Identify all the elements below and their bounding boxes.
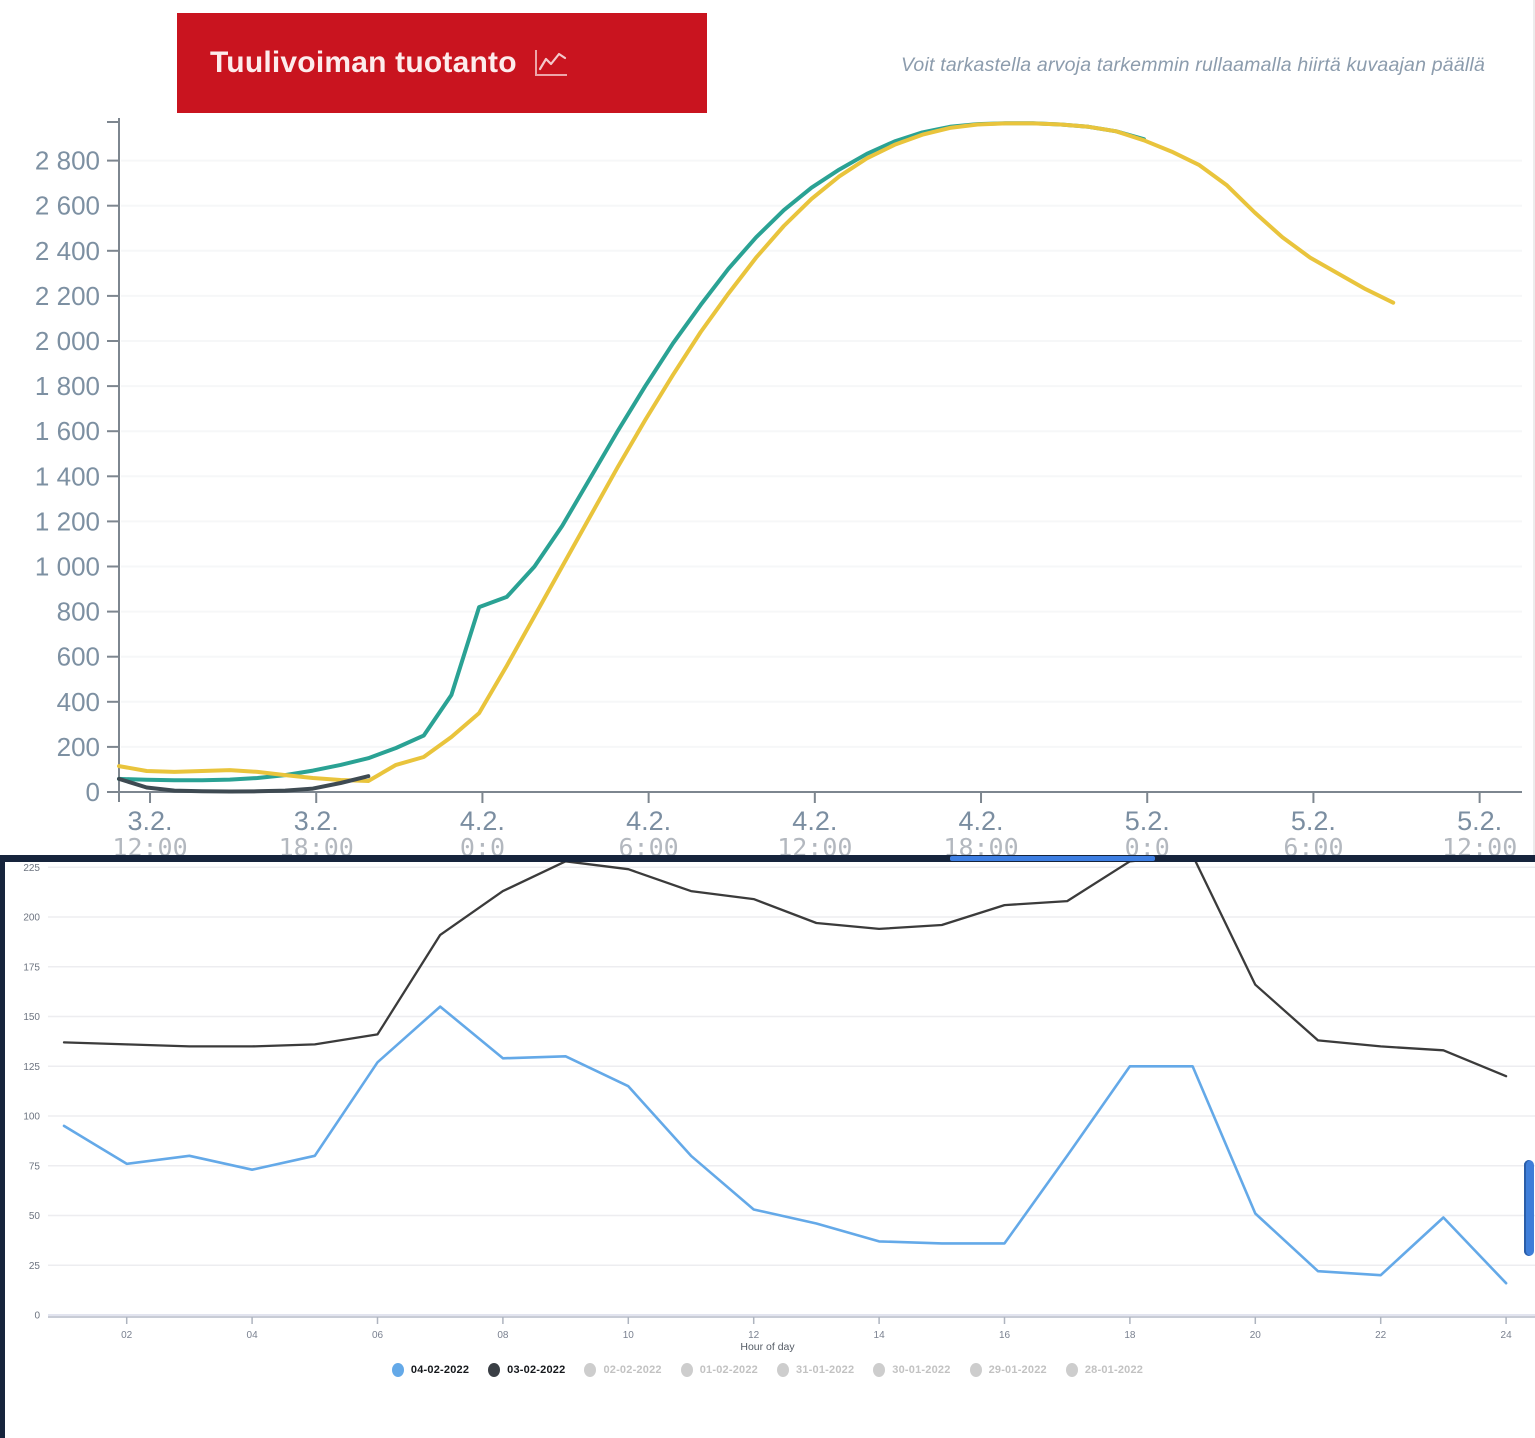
horizontal-scrollbar-thumb[interactable]	[950, 856, 1155, 861]
legend: 04-02-2022 03-02-2022 02-02-2022 01-02-2022…	[0, 1363, 1535, 1377]
wind-production-line-chart[interactable]: 0 200 400 600 800 1 000 1 200 1 400 1 600 1 800 2 …	[0, 0, 1535, 855]
legend-label: 02-02-2022	[603, 1364, 662, 1376]
x-tick-date: 4.2.	[959, 806, 1004, 836]
x-tick-label: 16	[999, 1330, 1011, 1341]
x-tick-label: 14	[874, 1330, 886, 1341]
zoom-hint: Voit tarkastella arvoja tarkemmin rullaa…	[900, 54, 1485, 76]
y-tick-label: 0	[86, 777, 100, 807]
x-tick-label: 12	[748, 1330, 760, 1341]
legend-label: 31-01-2022	[796, 1364, 855, 1376]
teal-production-line	[117, 121, 1146, 783]
y-tick-label: 400	[57, 687, 100, 717]
x-tick-label: 02	[121, 1330, 133, 1341]
legend-item-01-02-2022[interactable]: 01-02-2022	[680, 1363, 758, 1377]
legend-item-28-01-2022[interactable]: 28-01-2022	[1065, 1363, 1144, 1377]
x-axis-title: Hour of day	[740, 1341, 795, 1353]
x-tick-time: 0:0	[460, 833, 505, 855]
y-tick-label: 200	[57, 732, 100, 762]
legend-swatch	[488, 1363, 501, 1377]
y-tick-label: 150	[23, 1012, 40, 1023]
hourly-comparison-card: 0 25 50 75 100 125 150 175 200 225 02 04 06 08 10 12 14 1…	[0, 855, 1535, 1438]
y-tick-label: 1 600	[35, 416, 100, 446]
x-tick-label: 06	[372, 1330, 384, 1341]
x-tick-time: 12:00	[1442, 833, 1517, 855]
y-tick-label: 0	[34, 1311, 40, 1322]
legend-item-03-02-2022[interactable]: 03-02-2022	[488, 1363, 565, 1377]
x-tick-label: 24	[1501, 1330, 1513, 1341]
wind-production-card: 0 200 400 600 800 1 000 1 200 1 400 1 600 1 800 2 …	[0, 0, 1535, 855]
x-tick-label: 18	[1124, 1330, 1136, 1341]
legend-label: 30-01-2022	[892, 1364, 951, 1376]
y-tick-label: 175	[23, 962, 40, 973]
y-tick-label: 225	[23, 863, 40, 874]
bottom-section-left-border	[0, 855, 5, 1438]
x-tick-time: 6:00	[1283, 833, 1343, 855]
x-tick-time: 0:0	[1125, 833, 1170, 855]
vertical-scrollbar-thumb[interactable]	[1524, 1160, 1534, 1256]
dark-production-line	[117, 774, 371, 794]
x-tick-date: 5.2.	[1125, 806, 1170, 836]
legend-label: 28-01-2022	[1084, 1364, 1144, 1376]
x-tick-label: 20	[1250, 1330, 1262, 1341]
series-04-02-2022-line	[62, 1005, 1508, 1285]
legend-label: 29-01-2022	[988, 1364, 1047, 1376]
legend-label: 04-02-2022	[410, 1364, 470, 1376]
y-tick-label: 2 800	[35, 146, 100, 176]
x-tick-date: 3.2.	[128, 806, 173, 836]
y-tick-label: 125	[23, 1062, 40, 1073]
y-tick-label: 200	[23, 913, 40, 924]
legend-item-29-01-2022[interactable]: 29-01-2022	[969, 1363, 1047, 1377]
y-tick-label: 2 600	[35, 191, 100, 221]
hourly-comparison-line-chart[interactable]: 0 25 50 75 100 125 150 175 200 225 02 04 06 08 10 12 14 1…	[0, 855, 1535, 1355]
x-tick-time: 12:00	[112, 833, 187, 855]
legend-item-31-01-2022[interactable]: 31-01-2022	[777, 1363, 854, 1377]
legend-swatch	[969, 1363, 982, 1377]
y-tick-label: 600	[57, 642, 100, 672]
y-tick-label: 25	[29, 1261, 41, 1272]
x-tick-date: 3.2.	[294, 806, 339, 836]
x-tick-label: 22	[1375, 1330, 1387, 1341]
x-tick-date: 5.2.	[1457, 806, 1502, 836]
legend-swatch	[873, 1363, 886, 1377]
y-tick-label: 1 000	[35, 552, 100, 582]
legend-swatch	[1065, 1363, 1078, 1377]
legend-swatch	[777, 1363, 789, 1377]
x-tick-time: 18:00	[943, 833, 1018, 855]
legend-item-04-02-2022[interactable]: 04-02-2022	[391, 1363, 470, 1377]
y-tick-label: 2 400	[35, 236, 100, 266]
y-tick-label: 2 200	[35, 281, 100, 311]
series-03-02-2022-line	[62, 855, 1508, 1078]
y-tick-label: 2 000	[35, 326, 100, 356]
x-tick-label: 08	[497, 1330, 509, 1341]
x-tick-time: 6:00	[619, 833, 679, 855]
section-divider	[0, 855, 1535, 862]
y-tick-label: 75	[29, 1161, 41, 1172]
x-tick-time: 12:00	[777, 833, 852, 855]
line-chart-icon	[534, 50, 567, 76]
x-tick-time: 18:00	[279, 833, 354, 855]
y-tick-label: 50	[29, 1211, 41, 1222]
y-tick-label: 1 800	[35, 371, 100, 401]
y-tick-label: 1 200	[35, 506, 100, 536]
x-tick-date: 4.2.	[626, 806, 671, 836]
legend-swatch	[584, 1363, 597, 1377]
x-tick-date: 4.2.	[460, 806, 505, 836]
chart-title: Tuulivoiman tuotanto	[210, 46, 517, 79]
yellow-production-line	[117, 121, 1396, 783]
x-tick-label: 04	[247, 1330, 259, 1341]
legend-item-30-01-2022[interactable]: 30-01-2022	[873, 1363, 950, 1377]
y-tick-label: 1 400	[35, 461, 100, 491]
y-tick-label: 800	[57, 597, 100, 627]
y-tick-label: 100	[23, 1112, 40, 1123]
legend-item-02-02-2022[interactable]: 02-02-2022	[584, 1363, 662, 1377]
legend-label: 03-02-2022	[507, 1364, 566, 1376]
x-tick-label: 10	[623, 1330, 635, 1341]
legend-swatch	[391, 1363, 404, 1377]
x-tick-date: 5.2.	[1291, 806, 1336, 836]
legend-label: 01-02-2022	[699, 1364, 758, 1376]
legend-swatch	[680, 1363, 693, 1377]
chart-title-box: Tuulivoiman tuotanto	[177, 13, 707, 113]
x-tick-date: 4.2.	[792, 806, 837, 836]
